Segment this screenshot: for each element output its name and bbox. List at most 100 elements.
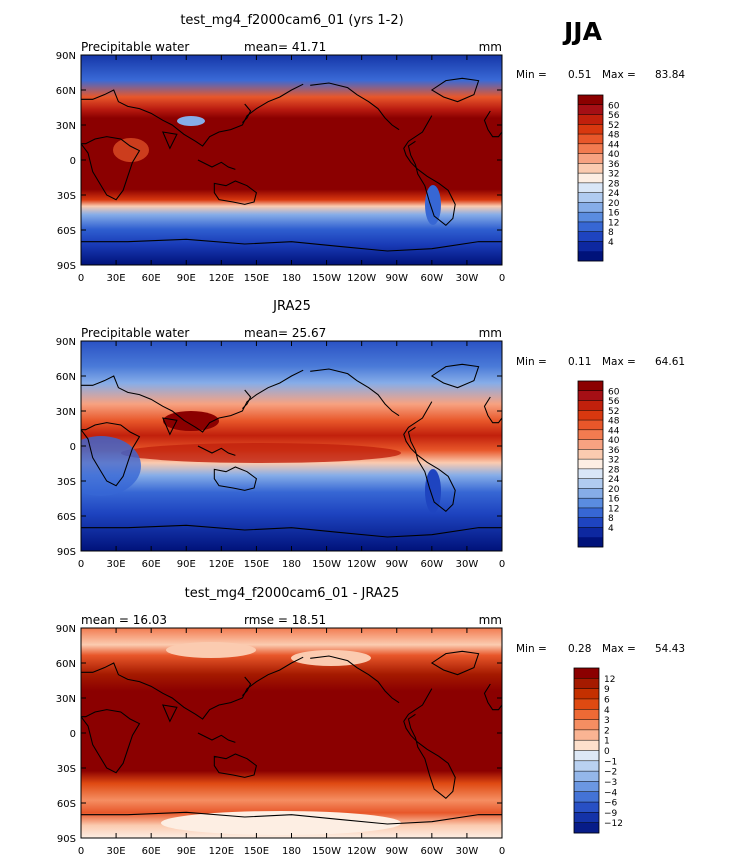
- max-value: 64.61: [655, 356, 685, 368]
- colorbar-box: [578, 488, 603, 499]
- panel-title: JRA25: [272, 299, 311, 314]
- colorbar-label: 12: [608, 504, 619, 514]
- colorbar-label: 4: [608, 238, 614, 248]
- colorbar-label: 56: [608, 111, 620, 121]
- lat-label: 90S: [57, 834, 76, 845]
- lon-label: 60W: [421, 559, 444, 570]
- colorbar-box: [578, 173, 603, 184]
- colorbar-label: 32: [608, 170, 619, 180]
- max-value: 54.43: [655, 643, 685, 655]
- lon-label: 150E: [244, 273, 269, 284]
- lon-label: 90W: [385, 559, 408, 570]
- colorbar-label: −4: [604, 788, 618, 798]
- lon-label: 0: [499, 846, 505, 857]
- colorbar-box: [578, 202, 603, 213]
- lon-label: 0: [78, 273, 84, 284]
- colorbar-box: [578, 439, 603, 450]
- season-label: JJA: [562, 17, 603, 46]
- colorbar-box: [578, 429, 603, 440]
- colorbar-label: 9: [604, 685, 610, 695]
- colorbar-label: 44: [608, 426, 620, 436]
- colorbar-box: [578, 153, 603, 164]
- panel-left-label: Precipitable water: [81, 40, 189, 54]
- colorbar-box: [578, 449, 603, 460]
- colorbar-box: [578, 527, 603, 538]
- colorbar-box: [578, 478, 603, 489]
- lat-label: 90N: [56, 51, 76, 62]
- lon-label: 0: [78, 559, 84, 570]
- min-label: Min =: [516, 356, 547, 368]
- lon-label: 30W: [456, 559, 479, 570]
- colorbar-label: −3: [604, 778, 617, 788]
- lat-label: 90N: [56, 624, 76, 635]
- map-panel-2: JRA25 Precipitable water mean= 25.67 mm 90N 6…: [56, 299, 685, 570]
- colorbar-box: [578, 420, 603, 431]
- colorbar-box: [574, 781, 599, 793]
- lon-label: 150E: [244, 559, 269, 570]
- colorbar-label: 4: [604, 706, 610, 716]
- lon-label: 120E: [209, 559, 234, 570]
- colorbar-box: [578, 390, 603, 401]
- colorbar-box: [578, 104, 603, 115]
- lon-label: 30W: [456, 846, 479, 857]
- min-label: Min =: [516, 643, 547, 655]
- colorbar-label: 44: [608, 140, 620, 150]
- lat-label: 90N: [56, 337, 76, 348]
- colorbar-label: −2: [604, 768, 617, 778]
- colorbar-label: −6: [604, 799, 618, 809]
- colorbar-label: 8: [608, 228, 614, 238]
- colorbar-box: [578, 231, 603, 242]
- colorbar-label: 36: [608, 160, 620, 170]
- lat-label: 90S: [57, 261, 76, 272]
- colorbar-box: [574, 802, 599, 813]
- lon-label: 120E: [209, 273, 234, 284]
- colorbar-label: 0: [604, 747, 610, 757]
- lat-label: 30N: [56, 694, 76, 705]
- colorbar-label: 20: [608, 485, 620, 495]
- colorbar-label: 36: [608, 446, 620, 456]
- map-panel-1: test_mg4_f2000cam6_01 (yrs 1-2) Precipita…: [56, 13, 686, 284]
- colorbar-label: 48: [608, 131, 620, 141]
- colorbar-label: −1: [604, 757, 617, 767]
- colorbar-box: [578, 241, 603, 252]
- colorbar-label: 12: [608, 218, 619, 228]
- colorbar-box: [578, 498, 603, 509]
- colorbar-label: 60: [608, 387, 620, 397]
- colorbar-box: [574, 719, 599, 731]
- colorbar-box: [574, 791, 599, 803]
- colorbar-box: [578, 251, 603, 262]
- colorbar-box: [574, 750, 599, 762]
- lat-label: 60N: [56, 86, 76, 97]
- lon-label: 180: [282, 273, 301, 284]
- colorbar-label: −12: [604, 819, 623, 829]
- colorbar-label: −9: [604, 809, 618, 819]
- lon-label: 90E: [177, 846, 196, 857]
- colorbar-box: [578, 95, 603, 106]
- colorbar-box: [578, 212, 603, 223]
- lon-label: 0: [78, 846, 84, 857]
- max-label: Max =: [602, 643, 636, 655]
- lat-label: 60S: [57, 799, 76, 810]
- panel-left-label: mean = 16.03: [81, 613, 167, 627]
- lat-label: 0: [70, 442, 76, 453]
- lon-label: 150E: [244, 846, 269, 857]
- max-label: Max =: [602, 69, 636, 81]
- lat-label: 30S: [57, 764, 76, 775]
- lon-label: 90E: [177, 273, 196, 284]
- colorbar-box: [578, 459, 603, 470]
- colorbar-box: [574, 729, 599, 741]
- colorbar-box: [578, 468, 603, 479]
- colorbar-label: 1: [604, 737, 610, 747]
- colorbar-box: [578, 517, 603, 528]
- colorbar-box: [574, 709, 599, 720]
- lon-label: 0: [499, 273, 505, 284]
- colorbar-box: [578, 163, 603, 174]
- colorbar-box: [578, 381, 603, 392]
- panel-center-label: mean= 41.71: [244, 40, 326, 54]
- max-value: 83.84: [655, 69, 685, 81]
- lon-label: 60E: [142, 846, 161, 857]
- lat-label: 0: [70, 156, 76, 167]
- colorbar-label: 6: [604, 695, 610, 705]
